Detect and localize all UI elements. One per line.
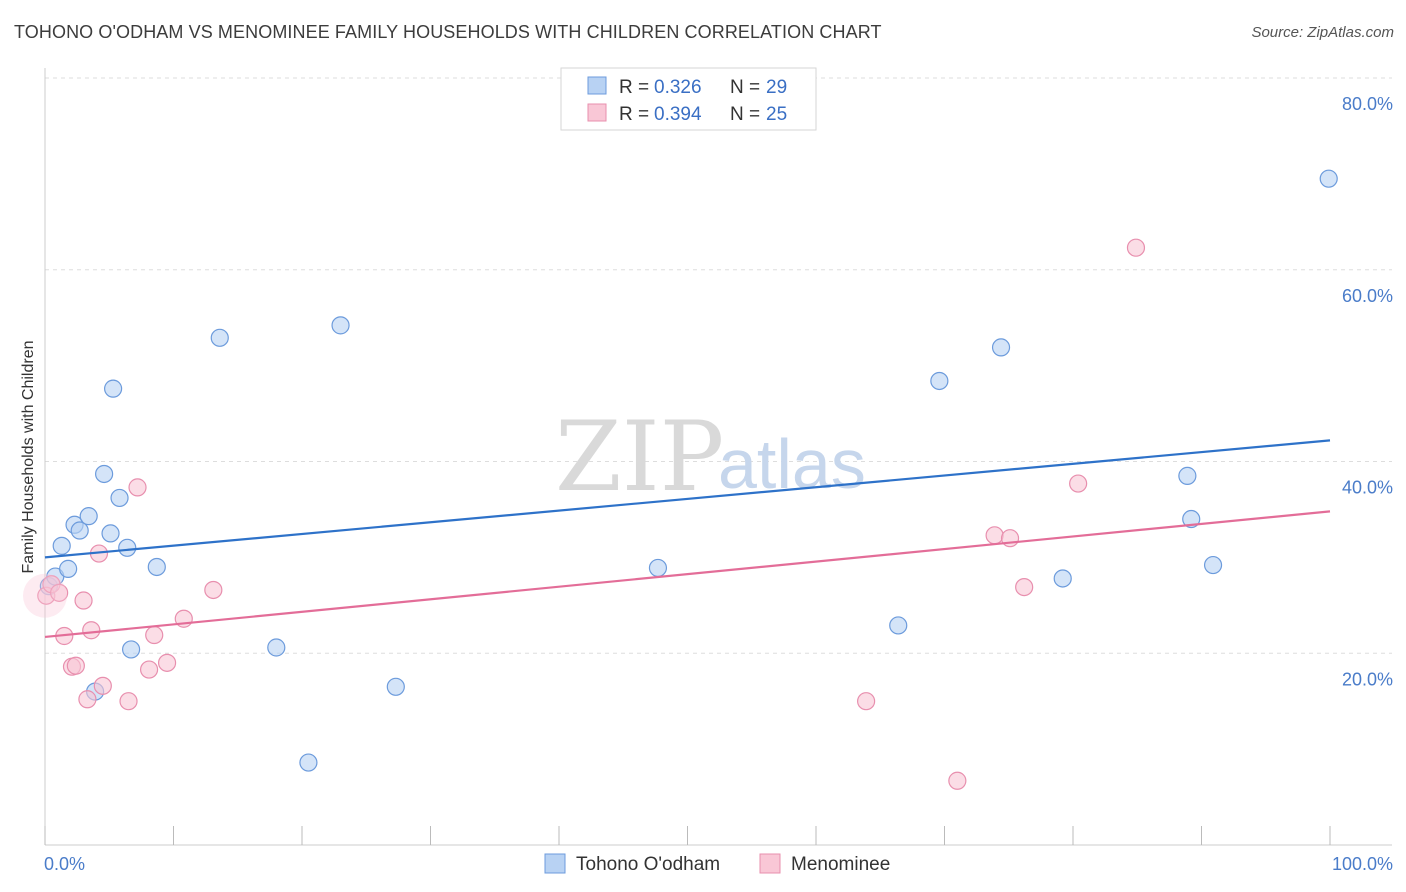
legend-n-label-2: N = (730, 104, 760, 125)
legend-n-label-1: N = (730, 77, 760, 98)
chart-title: TOHONO O'ODHAM VS MENOMINEE FAMILY HOUSE… (14, 22, 882, 42)
point-tohono (1053, 569, 1072, 588)
point-menominee (119, 692, 138, 711)
bottom-legend-label-tohono: Tohono O'odham (576, 854, 720, 875)
watermark-atlas: atlas (718, 425, 866, 503)
point-menominee (50, 583, 69, 602)
point-tohono (991, 338, 1011, 357)
point-menominee (1015, 577, 1034, 597)
point-menominee (145, 625, 164, 645)
point-tohono (1182, 509, 1201, 529)
legend-r-value-1: 0.326 (654, 77, 702, 98)
point-menominee (82, 621, 101, 640)
y-tick-label: 60.0% (1342, 286, 1393, 306)
point-menominee (66, 656, 85, 675)
point-tohono (104, 379, 123, 398)
point-tohono (299, 753, 318, 772)
point-tohono (52, 536, 71, 555)
point-menominee (857, 692, 876, 711)
y-tick-label: 20.0% (1342, 669, 1393, 689)
chart-source: Source: ZipAtlas.com (1251, 24, 1394, 41)
bottom-legend-swatch-menominee (759, 853, 781, 874)
legend-r-label-2: R = (619, 104, 649, 125)
watermark-zip: ZIP (555, 401, 724, 513)
x-tick-label-end: 100.0% (1332, 854, 1393, 874)
point-tohono (1319, 169, 1338, 188)
legend-swatch-menominee (587, 103, 607, 122)
point-tohono (930, 371, 949, 391)
point-menominee (204, 580, 223, 600)
point-tohono (1203, 555, 1223, 575)
point-tohono (210, 328, 229, 347)
grid-layer (45, 77, 1392, 654)
point-tohono (889, 616, 908, 635)
point-menominee (139, 660, 159, 679)
point-tohono (110, 488, 129, 508)
point-menominee (74, 591, 93, 610)
legend-box: R = 0.326 N = 29 R = 0.394 N = 25 (560, 67, 817, 131)
x-tick-label-start: 0.0% (44, 854, 85, 874)
legend-n-value-2: 25 (766, 104, 787, 125)
point-menominee (128, 478, 147, 497)
watermark: ZIP atlas (555, 401, 866, 513)
point-tohono (147, 557, 166, 577)
point-tohono (648, 558, 668, 578)
point-menominee (1069, 474, 1088, 493)
point-menominee (93, 676, 112, 695)
bottom-legend-label-menominee: Menominee (791, 854, 890, 875)
point-tohono (386, 677, 405, 696)
legend-r-value-2: 0.394 (654, 104, 702, 125)
y-tick-label: 80.0% (1342, 94, 1393, 114)
point-tohono (121, 640, 141, 659)
legend-r-label-1: R = (619, 77, 649, 98)
trend-layer (44, 439, 1331, 639)
point-tohono (101, 524, 120, 543)
point-tohono (95, 464, 114, 484)
point-menominee (78, 690, 97, 709)
point-menominee (985, 526, 1004, 545)
y-axis-label: Family Households with Children (20, 341, 37, 574)
bottom-legend-swatch-tohono (544, 853, 566, 874)
legend-swatch-tohono (587, 76, 607, 95)
y-tick-label: 40.0% (1342, 478, 1393, 498)
point-menominee (1126, 238, 1146, 257)
bottom-legend: Tohono O'odham Menominee (544, 853, 890, 875)
point-menominee-cluster (23, 573, 67, 618)
legend-n-value-1: 29 (766, 77, 787, 98)
point-tohono (70, 521, 89, 540)
axis-layer: 20.0% 40.0% 60.0% 80.0% 0.0% 100.0% (44, 68, 1393, 874)
point-menominee (157, 653, 177, 672)
point-tohono (267, 638, 286, 657)
points-layer (23, 169, 1338, 790)
trend-line-tohono (44, 439, 1331, 559)
point-tohono (79, 507, 98, 526)
point-tohono (331, 316, 350, 335)
point-tohono (59, 559, 78, 578)
point-tohono (1178, 466, 1197, 485)
trend-line-menominee (44, 510, 1331, 639)
point-tohono (118, 538, 137, 557)
point-menominee (948, 771, 967, 790)
